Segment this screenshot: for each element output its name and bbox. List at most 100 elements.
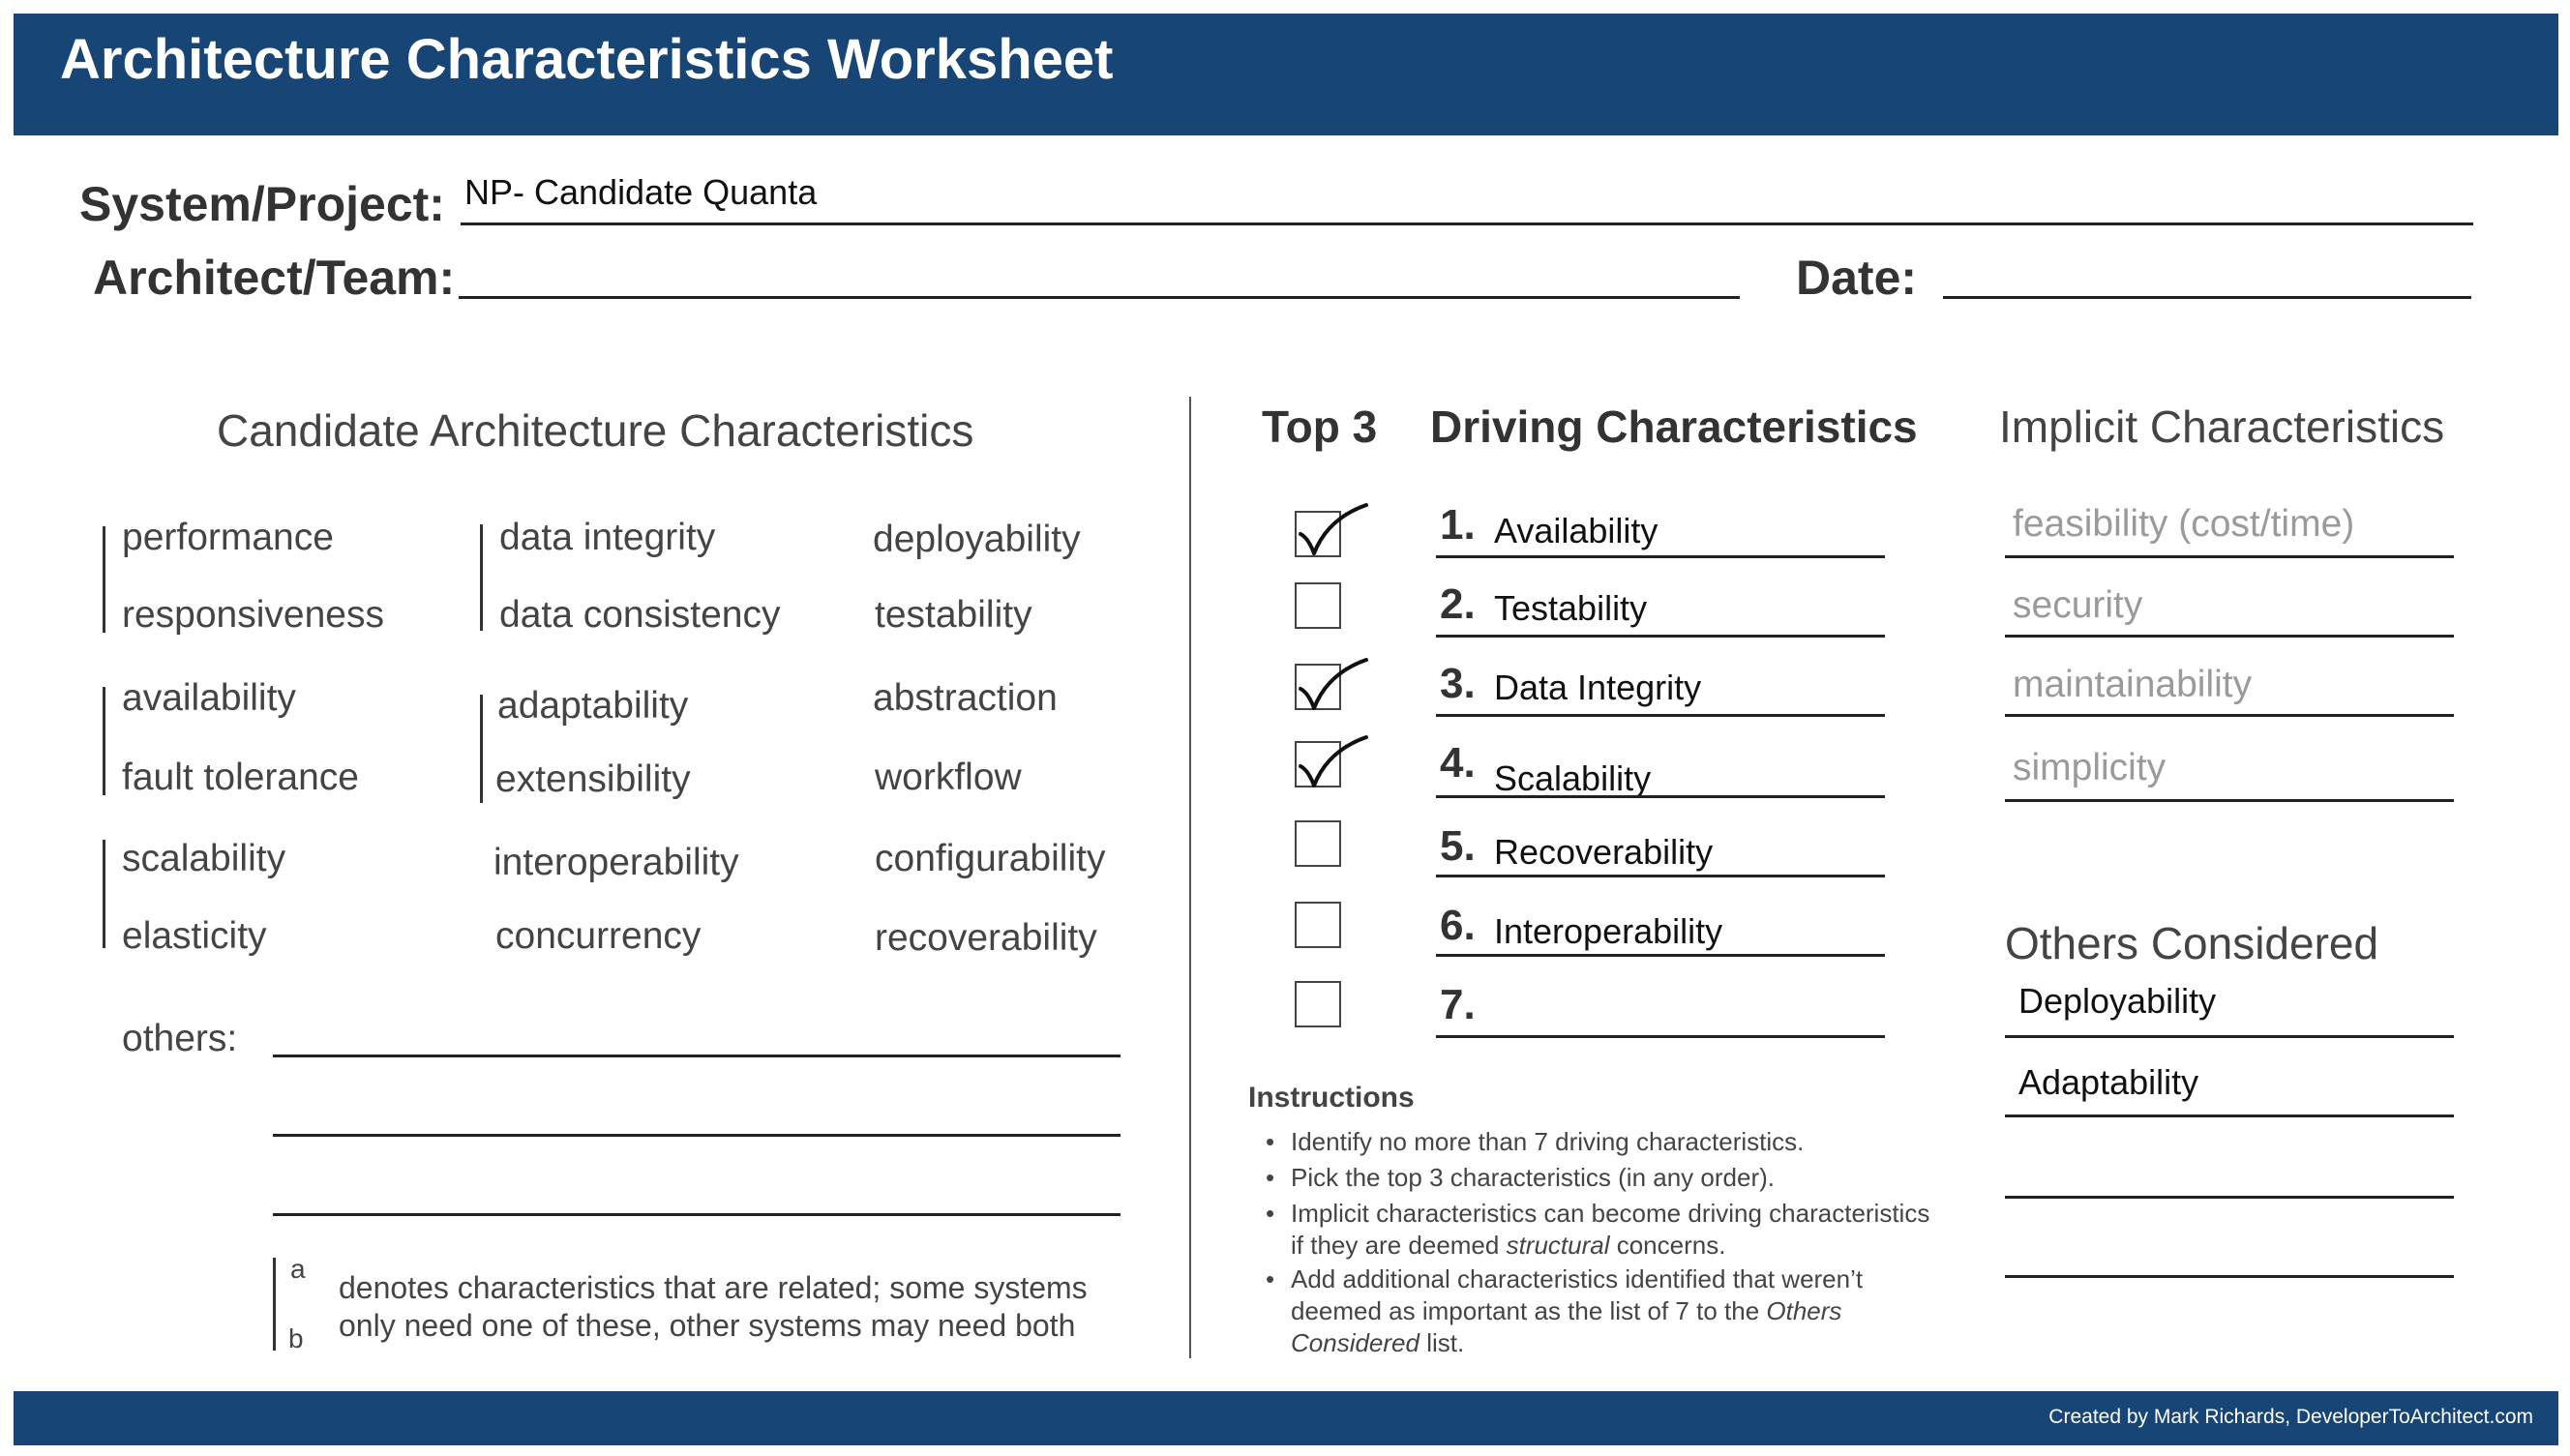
candidates-title: Candidate Architecture Characteristics [217, 404, 973, 457]
legend-bar [273, 1258, 276, 1351]
driving-line [1436, 555, 1885, 558]
bullet-icon: • [1266, 1263, 1274, 1295]
implicit-item: simplicity [2013, 747, 2166, 789]
section-divider [1189, 397, 1191, 1358]
driving-line [1436, 635, 1885, 638]
instruction-text: concerns. [1610, 1231, 1726, 1260]
related-bar [103, 687, 105, 795]
driving-line [1436, 954, 1885, 957]
candidate-item: abstraction [873, 677, 1058, 720]
date-label: Date: [1796, 250, 1917, 306]
page-title: Architecture Characteristics Worksheet [60, 27, 1113, 92]
system-project-label: System/Project: [79, 176, 445, 232]
others-considered-line [2005, 1035, 2454, 1038]
others-considered-line [2005, 1275, 2454, 1278]
others-considered-line [2005, 1114, 2454, 1117]
top3-checkbox[interactable] [1295, 820, 1341, 867]
top3-checkbox[interactable] [1295, 902, 1341, 948]
others-considered-item[interactable]: Adaptability [2018, 1062, 2198, 1103]
driving-title: Driving Characteristics [1430, 401, 1918, 453]
architect-team-label: Architect/Team: [93, 250, 455, 306]
date-line [1943, 296, 2471, 299]
instruction-text: Pick the top 3 characteristics (in any o… [1291, 1163, 1775, 1192]
implicit-line [2005, 799, 2454, 802]
legend-a: a [290, 1254, 306, 1285]
others-label: others: [122, 1018, 237, 1060]
instruction-item: • Add additional characteristics identif… [1248, 1263, 1945, 1359]
driving-number: 1. [1440, 501, 1476, 550]
instruction-item: • Implicit characteristics can become dr… [1248, 1198, 1945, 1262]
others-line[interactable] [273, 1055, 1121, 1057]
candidate-item: recoverability [875, 917, 1097, 960]
others-line[interactable] [273, 1213, 1121, 1216]
candidate-item: data integrity [499, 517, 715, 559]
implicit-line [2005, 714, 2454, 717]
driving-value[interactable]: Testability [1494, 588, 1647, 629]
others-considered-line [2005, 1196, 2454, 1199]
driving-number: 2. [1440, 580, 1476, 629]
driving-value[interactable]: Scalability [1494, 758, 1651, 799]
candidate-item: deployability [873, 519, 1081, 561]
system-project-value[interactable]: NP- Candidate Quanta [464, 172, 817, 213]
driving-value[interactable]: Recoverability [1494, 832, 1713, 873]
candidate-item: scalability [122, 838, 285, 880]
bullet-icon: • [1266, 1126, 1274, 1158]
footer-credit: Created by Mark Richards, DeveloperToArc… [2048, 1406, 2533, 1429]
implicit-item: security [2013, 584, 2142, 627]
architect-team-line [459, 296, 1740, 299]
driving-number: 4. [1440, 739, 1476, 787]
bullet-icon: • [1266, 1198, 1274, 1230]
top3-checkbox[interactable] [1295, 582, 1341, 629]
instruction-text: Identify no more than 7 driving characte… [1291, 1127, 1804, 1156]
instruction-item: • Identify no more than 7 driving charac… [1248, 1126, 1945, 1158]
candidate-item: fault tolerance [122, 757, 359, 799]
driving-number: 5. [1440, 822, 1476, 871]
legend-b: b [288, 1323, 304, 1354]
related-bar [480, 695, 483, 803]
related-bar [103, 526, 105, 633]
candidate-item: interoperability [493, 842, 739, 884]
implicit-item: maintainability [2013, 664, 2252, 706]
driving-line [1436, 714, 1885, 717]
implicit-title: Implicit Characteristics [1999, 401, 2444, 453]
candidate-item: performance [122, 517, 334, 559]
candidate-item: elasticity [122, 915, 267, 958]
related-bar [103, 840, 105, 948]
legend-text-line1: denotes characteristics that are related… [339, 1269, 1088, 1307]
legend-text-line2: only need one of these, other systems ma… [339, 1307, 1075, 1345]
others-considered-item[interactable]: Deployability [2018, 981, 2216, 1022]
related-bar [480, 524, 483, 631]
driving-number: 3. [1440, 660, 1476, 708]
driving-line [1436, 795, 1885, 798]
checkmark-icon [1295, 654, 1372, 716]
candidate-item: testability [875, 594, 1032, 637]
top3-checkbox[interactable] [1295, 981, 1341, 1027]
implicit-line [2005, 635, 2454, 638]
candidate-item: extensibility [495, 758, 691, 801]
driving-line [1436, 1035, 1885, 1038]
driving-line [1436, 875, 1885, 877]
instruction-item: • Pick the top 3 characteristics (in any… [1248, 1162, 1945, 1194]
others-line[interactable] [273, 1134, 1121, 1137]
candidate-item: data consistency [499, 594, 781, 637]
others-considered-title: Others Considered [2005, 917, 2378, 969]
implicit-item: feasibility (cost/time) [2013, 503, 2354, 546]
top3-label: Top 3 [1262, 401, 1377, 453]
bullet-icon: • [1266, 1162, 1274, 1194]
implicit-line [2005, 555, 2454, 558]
driving-number: 7. [1440, 981, 1476, 1029]
instruction-text: list. [1419, 1328, 1464, 1357]
candidate-item: concurrency [495, 915, 701, 958]
driving-value[interactable]: Data Integrity [1494, 668, 1701, 708]
instructions-title: Instructions [1248, 1082, 1415, 1114]
checkmark-icon [1295, 499, 1372, 561]
system-project-line [461, 223, 2473, 225]
driving-value[interactable]: Availability [1494, 511, 1658, 551]
checkmark-icon [1295, 731, 1372, 793]
driving-number: 6. [1440, 902, 1476, 950]
driving-value[interactable]: Interoperability [1494, 911, 1722, 952]
instruction-emphasis: structural [1507, 1231, 1610, 1260]
candidate-item: adaptability [497, 685, 688, 728]
candidate-item: availability [122, 677, 296, 720]
candidate-item: responsiveness [122, 594, 384, 637]
